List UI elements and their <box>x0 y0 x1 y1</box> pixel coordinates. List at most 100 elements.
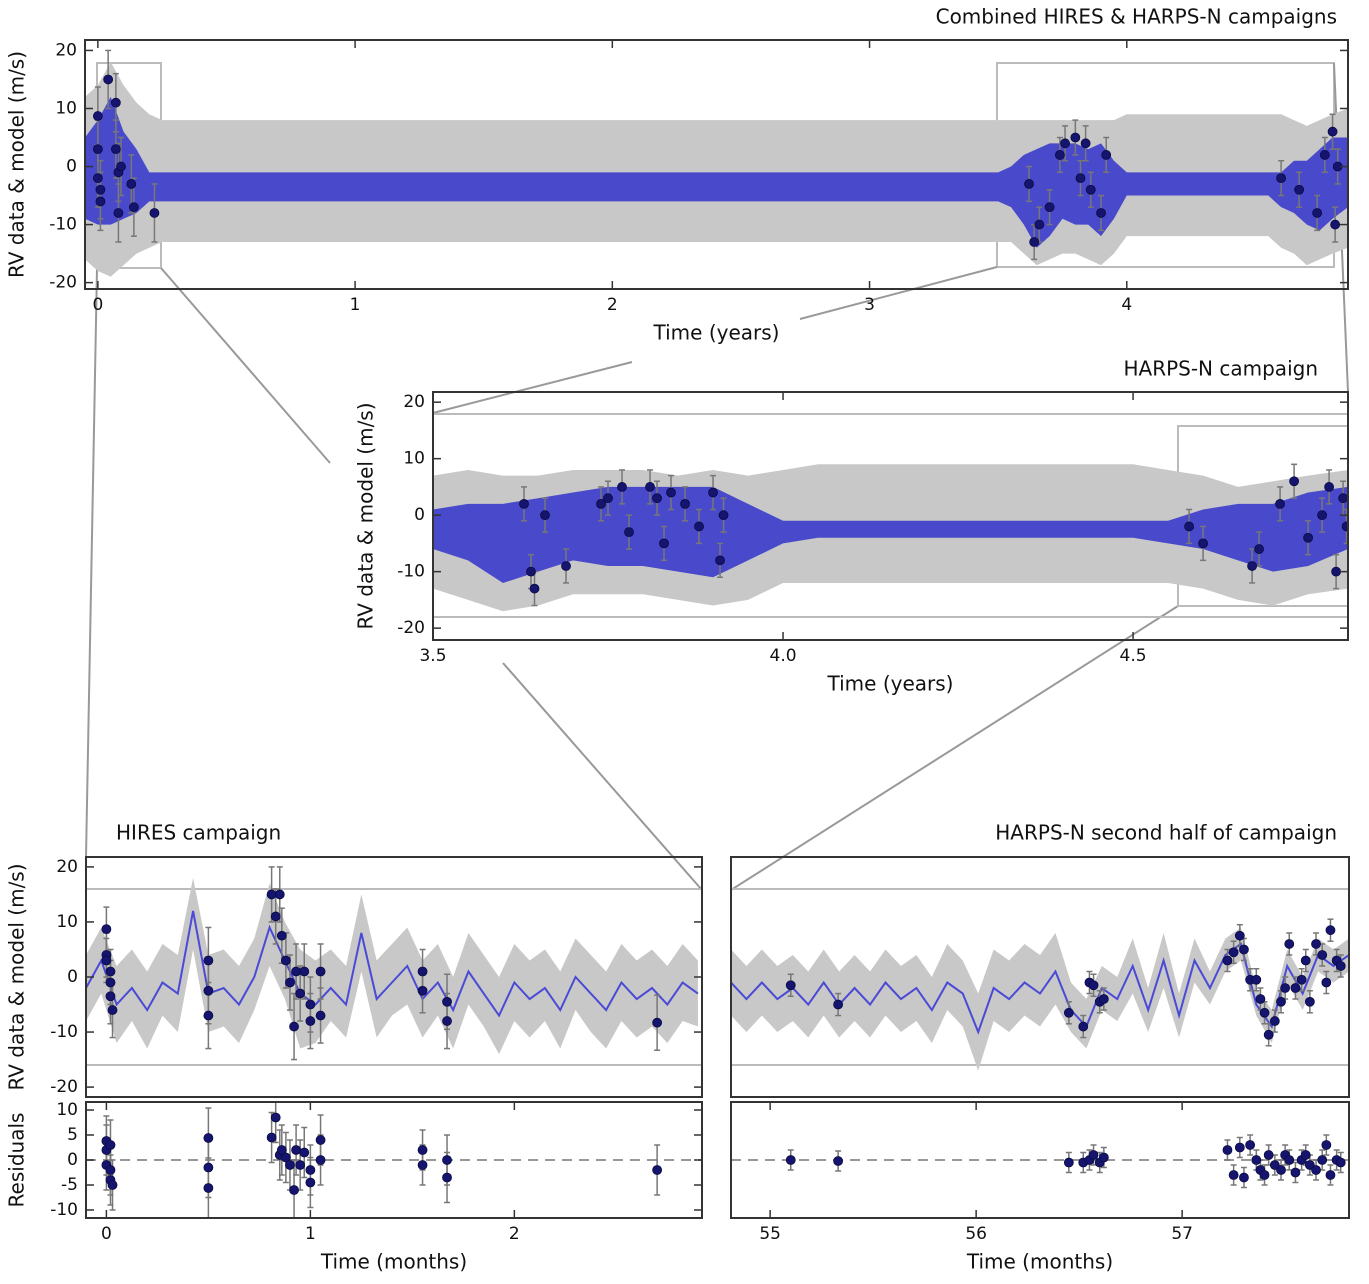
y-tick-label: -10 <box>49 215 77 235</box>
y-tick-label: 20 <box>403 392 425 412</box>
data-point <box>1085 184 1096 195</box>
data-point <box>1254 544 1264 554</box>
data-point <box>1335 961 1346 971</box>
data-point <box>315 966 326 977</box>
x-axis-label: Time (months) <box>320 1250 467 1274</box>
data-point <box>1198 538 1208 549</box>
y-tick-label: -20 <box>397 618 425 638</box>
y-tick-label: -10 <box>50 1200 78 1220</box>
zoom-connector <box>730 605 1179 891</box>
data-point <box>299 966 310 977</box>
x-tick-label: 3 <box>864 295 875 315</box>
data-point <box>295 988 306 999</box>
data-point <box>417 1160 428 1170</box>
x-axis-label: Time (years) <box>653 321 780 345</box>
data-point <box>1228 947 1239 958</box>
data-point <box>289 1021 299 1032</box>
data-point <box>652 1017 663 1028</box>
data-point <box>1263 1029 1274 1040</box>
data-point <box>1228 1170 1239 1180</box>
panel: 55 56 57 Time (months) <box>730 1101 1350 1274</box>
data-point <box>1321 977 1332 988</box>
data-point <box>95 196 106 207</box>
y-tick-label: -10 <box>50 1022 78 1042</box>
data-point <box>280 955 291 966</box>
y-tick-label: 0 <box>67 1150 78 1170</box>
data-point <box>1303 532 1313 543</box>
x-tick-label: 1 <box>350 295 361 315</box>
data-point <box>107 1180 118 1190</box>
data-point <box>105 1140 116 1150</box>
x-tick-label: 3.5 <box>419 646 446 666</box>
data-point <box>299 1147 310 1158</box>
data-point <box>1234 1142 1245 1153</box>
y-tick-label: 0 <box>66 157 77 177</box>
data-point <box>1269 1016 1280 1026</box>
data-point <box>113 208 124 218</box>
data-point <box>203 1183 214 1193</box>
data-point <box>291 1145 301 1155</box>
data-point <box>315 1135 326 1145</box>
data-point <box>1239 1172 1249 1183</box>
data-point <box>417 985 428 996</box>
data-point <box>1289 476 1299 487</box>
zoom-guides <box>85 62 1349 1066</box>
data-point <box>203 985 214 996</box>
zoom-connector <box>502 662 703 891</box>
data-point <box>110 97 121 108</box>
plot-area <box>433 463 1348 612</box>
plot-area <box>86 1102 702 1218</box>
data-point <box>1098 1152 1109 1163</box>
y-axis-label: RV data & model (m/s) <box>5 863 29 1090</box>
plot-area <box>731 1134 1349 1189</box>
data-point <box>266 889 277 900</box>
x-tick-label: 55 <box>759 1224 781 1244</box>
data-point <box>92 173 103 184</box>
data-point <box>540 510 550 521</box>
data-point <box>519 498 529 509</box>
uncertainty-band <box>86 877 698 1055</box>
data-point <box>289 1185 299 1195</box>
data-point <box>624 527 634 538</box>
panel: 0 1 2 -10 -5 0 5 10 Time (months) Residuals <box>5 1100 703 1274</box>
y-tick-label: 10 <box>56 912 78 932</box>
x-tick-label: 56 <box>965 1224 987 1244</box>
data-point <box>1325 1170 1336 1180</box>
panel: 3.5 4.0 4.5 -20 -10 0 10 20 HARPS-N campaign Time… <box>354 357 1349 696</box>
data-point <box>149 208 160 218</box>
data-point <box>285 1160 295 1170</box>
data-point <box>1330 219 1341 230</box>
data-point <box>603 493 613 504</box>
data-point <box>1034 219 1045 230</box>
panel: HARPS-N second half of campaign <box>730 821 1350 1098</box>
data-point <box>305 1165 316 1175</box>
data-point <box>126 179 137 189</box>
data-point <box>442 996 452 1007</box>
data-point <box>1311 939 1321 949</box>
data-point <box>280 1152 291 1163</box>
data-point <box>1331 566 1341 577</box>
data-point <box>680 498 690 509</box>
data-point <box>274 889 285 900</box>
data-point <box>270 911 281 922</box>
data-point <box>708 487 718 498</box>
data-point <box>128 202 139 213</box>
data-point <box>652 493 662 504</box>
data-point <box>442 1172 452 1183</box>
data-point <box>1312 208 1323 218</box>
data-point <box>1234 930 1245 941</box>
panel-title: HIRES campaign <box>116 821 281 845</box>
y-tick-label: -10 <box>397 562 425 582</box>
data-point <box>291 966 301 977</box>
panel: 0 1 2 3 4 -20 -10 0 10 20 Combined HIRES & HARPS-N… <box>5 5 1349 345</box>
data-point <box>1259 1170 1270 1180</box>
data-point <box>203 1162 214 1173</box>
data-point <box>266 1132 277 1143</box>
data-point <box>417 966 428 977</box>
model-band <box>433 486 1348 583</box>
data-point <box>1088 1150 1099 1160</box>
data-point <box>442 1155 452 1165</box>
data-point <box>305 1177 316 1188</box>
uncertainty-band <box>85 62 1348 277</box>
data-point <box>95 184 106 195</box>
